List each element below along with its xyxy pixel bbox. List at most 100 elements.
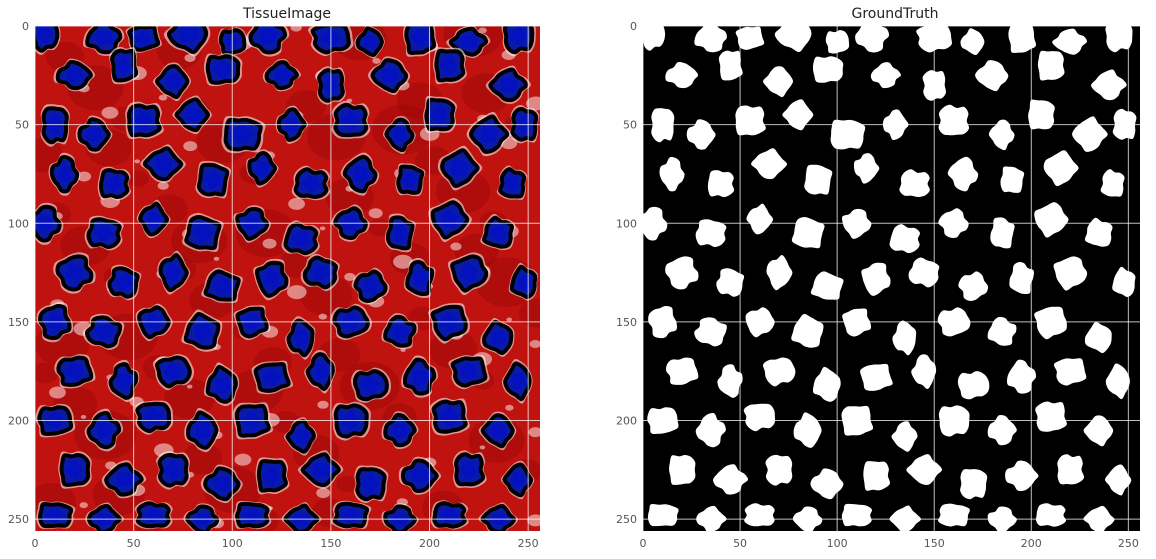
nucleus-core: [353, 165, 369, 183]
nucleus-mask: [1083, 415, 1114, 447]
nucleus-core: [163, 362, 183, 380]
nucleus-core: [480, 126, 499, 143]
nucleus-core: [294, 329, 309, 347]
panel-title: GroundTruth: [852, 6, 939, 22]
nucleus-core: [243, 214, 260, 231]
nucleus-mask: [812, 366, 841, 402]
nucleus-mask: [1009, 262, 1034, 295]
nucleus-mask: [1072, 116, 1108, 152]
nucleus-mask: [830, 119, 866, 150]
nucleus-core: [439, 406, 459, 427]
x-tick-label: 200: [419, 537, 440, 550]
nucleus-mask: [842, 308, 872, 337]
tissue-x-axis: 0 50 100 150 200 250: [32, 537, 539, 550]
stroma-speckle: [186, 384, 193, 389]
nucleus-core: [262, 368, 281, 386]
stroma-speckle: [80, 414, 87, 419]
stroma-speckle: [319, 226, 326, 231]
nucleus-mask: [651, 108, 675, 143]
stroma-speckle: [505, 404, 514, 411]
stroma-speckle: [134, 159, 140, 164]
nucleus-core: [166, 263, 180, 282]
nucleus-mask: [696, 505, 727, 531]
nucleus-mask: [718, 50, 743, 81]
x-tick-label: 150: [320, 537, 341, 550]
nucleus-mask: [766, 254, 793, 291]
nucleus-mask: [889, 224, 920, 254]
nucleus-mask: [1008, 26, 1036, 54]
nucleus-core: [95, 323, 114, 340]
nucleus-mask: [1028, 99, 1055, 130]
nucleus-mask: [751, 148, 788, 180]
nucleus-core: [460, 460, 478, 480]
stroma-speckle: [290, 26, 302, 32]
nucleus-mask: [842, 208, 872, 239]
nucleus-mask: [707, 170, 735, 198]
y-tick-label: 200: [616, 415, 637, 428]
nucleus-core: [450, 159, 469, 177]
nucleus-mask: [762, 357, 796, 387]
nucleus-core: [510, 26, 527, 46]
nucleus-core: [193, 323, 212, 342]
nucleus-mask: [669, 454, 696, 485]
nucleus-core: [291, 231, 311, 248]
stroma-speckle: [527, 514, 540, 527]
nucleus-mask: [841, 503, 872, 527]
nucleus-mask: [1052, 28, 1087, 55]
nucleus-core: [154, 156, 173, 172]
stroma-speckle: [528, 427, 540, 438]
nucleus-core: [115, 472, 133, 488]
nucleus-mask: [713, 464, 749, 495]
nucleus-core: [412, 269, 427, 289]
nucleus-mask: [716, 268, 745, 297]
nucleus-core: [263, 268, 279, 288]
x-tick-label: 150: [924, 537, 945, 550]
stroma-speckle: [262, 238, 277, 249]
y-tick-label: 150: [8, 316, 29, 329]
nucleus-mask: [987, 415, 1017, 446]
nucleus-mask: [889, 505, 922, 531]
nucleus-core: [410, 28, 428, 48]
y-tick-label: 150: [616, 316, 637, 329]
nucleus-mask: [957, 371, 990, 400]
nucleus-core: [512, 472, 525, 487]
stroma-speckle: [478, 27, 487, 34]
stroma-speckle: [157, 181, 169, 190]
stroma-speckle: [183, 141, 198, 152]
nucleus-mask: [694, 317, 727, 347]
stroma-speckle: [344, 272, 356, 281]
nucleus-core: [430, 104, 449, 125]
nucleus-mask: [1084, 217, 1113, 247]
nucleus-core: [214, 476, 232, 491]
ground-truth-x-axis: 0 50 100 150 200 250: [640, 537, 1139, 550]
nucleus-core: [311, 264, 331, 281]
nucleus-mask: [988, 119, 1015, 151]
nucleus-core: [94, 224, 114, 242]
nucleus-core: [314, 362, 328, 380]
nucleus-core: [58, 164, 71, 183]
nucleus-mask: [665, 61, 699, 89]
nucleus-mask: [1034, 202, 1069, 238]
nucleus-core: [165, 460, 182, 480]
nucleus-mask: [659, 157, 685, 192]
y-tick-label: 0: [22, 20, 29, 33]
panel-ground-truth: GroundTruth 0 50 100 150 200 250 0 50 100 150 200…: [616, 6, 1140, 550]
nucleus-mask: [1000, 166, 1025, 193]
nucleus-mask: [911, 354, 937, 390]
nucleus-mask: [1035, 503, 1067, 527]
nucleus-core: [96, 422, 112, 440]
nucleus-core: [341, 111, 360, 131]
stroma-speckle: [317, 400, 329, 409]
nucleus-mask: [947, 156, 979, 192]
nucleus-core: [511, 373, 526, 390]
nucleus-mask: [647, 503, 679, 527]
nucleus-mask: [855, 26, 890, 53]
nucleus-core: [212, 60, 233, 78]
nucleus-mask: [686, 119, 716, 150]
nucleus-core: [362, 278, 379, 295]
nucleus-mask: [694, 26, 727, 53]
stroma-speckle: [316, 487, 331, 498]
stroma-speckle: [234, 453, 252, 466]
y-tick-label: 200: [8, 415, 29, 428]
